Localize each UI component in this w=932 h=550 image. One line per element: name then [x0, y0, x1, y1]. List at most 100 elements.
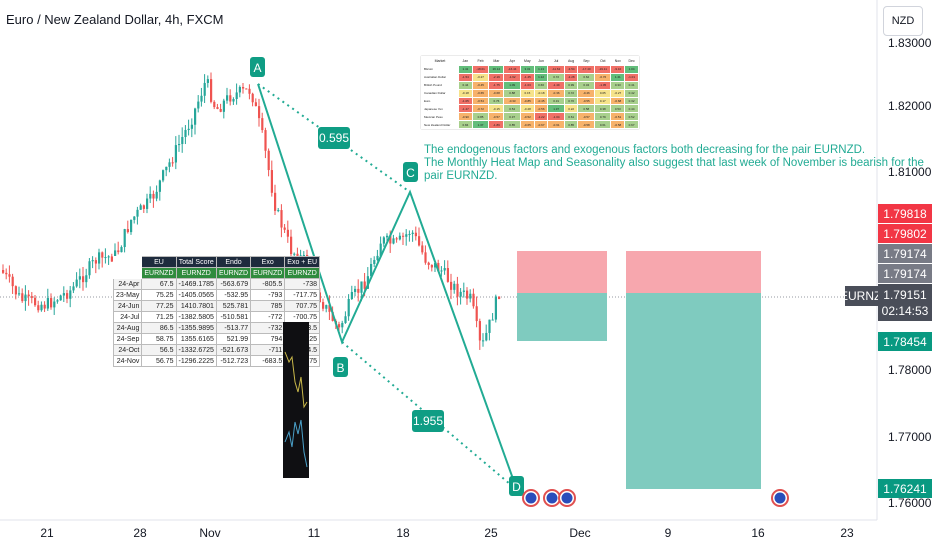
candle-body: [344, 316, 347, 323]
point-c-label[interactable]: C: [403, 162, 418, 182]
candle-body: [43, 304, 46, 309]
candle-body: [216, 107, 219, 109]
heatmap-row: Canadian Dollar -0.18 -0.65 -0.68 0.88 0.15 -0…: [421, 88, 639, 98]
candle-body: [117, 250, 120, 253]
ratio-label-bd[interactable]: 1.955: [412, 410, 444, 432]
price-tag-target-2: 1.76241: [878, 479, 932, 498]
svg-text:1.79818: 1.79818: [883, 207, 927, 221]
candles: [2, 72, 501, 350]
candle-body: [136, 209, 139, 217]
table-subheader: EURNZD: [215, 267, 252, 279]
candle-body: [443, 268, 446, 271]
candle-body: [98, 252, 101, 264]
candle-body: [133, 216, 136, 220]
stop-zone-1[interactable]: [517, 251, 607, 293]
point-d-label[interactable]: D: [509, 476, 524, 496]
candle-body: [322, 302, 325, 309]
candle-body: [370, 264, 373, 277]
candle-body: [187, 128, 190, 131]
heatmap-cell: -0.57: [488, 112, 505, 122]
svg-text:A: A: [253, 61, 261, 75]
heatmap-cell: -0.58: [610, 120, 626, 129]
heatmap-cell: -17.40: [577, 65, 596, 74]
candle-body: [302, 254, 305, 256]
ratio-label-ac[interactable]: 0.595: [318, 127, 350, 149]
heatmap-cell: 0.34: [577, 80, 596, 90]
candle-body: [430, 264, 433, 268]
heatmap-cell: -9.10: [610, 65, 626, 74]
table-row: 24-Jul 71.25 -1382.5805 -510.581 -772 -700.75: [112, 311, 321, 323]
currency-button[interactable]: NZD: [883, 6, 923, 36]
table-row: 24-Jun 77.25 1410.7801 525.781 785 707.75: [112, 300, 321, 312]
economic-events[interactable]: [522, 489, 789, 507]
table-cell: -717.75: [284, 289, 321, 301]
point-a-label[interactable]: A: [250, 57, 265, 77]
table-header: EU: [141, 256, 177, 268]
candle-body: [354, 288, 357, 292]
time-axis[interactable]: 21 28 Nov 11 18 25 Dec 9 16 23: [40, 526, 854, 540]
heatmap-row: Bitcoin 1.41 -18.01 26.12 -16.44 3.31 1.13 -11.…: [421, 65, 639, 74]
table-cell: 67.5: [141, 278, 177, 290]
heatmap-cell: -0.57: [577, 112, 596, 122]
candle-body: [341, 322, 344, 328]
price-tick: 1.81000: [888, 165, 932, 179]
candle-body: [203, 82, 206, 96]
price-tags: 1.79818 1.79802 1.79174 1.79174 EURNZD 1…: [840, 204, 932, 498]
heatmap-cell: 0.85: [563, 120, 579, 129]
time-tick: 9: [665, 526, 672, 540]
table-cell: -711: [250, 344, 286, 356]
candle-body: [104, 257, 107, 259]
candle-body: [94, 260, 97, 264]
candle-body: [338, 324, 341, 328]
table-cell: -1469.1785: [175, 278, 217, 290]
stop-zone-2[interactable]: [626, 251, 761, 293]
candle-body: [78, 276, 81, 280]
heatmap-cell: 0.99: [563, 80, 579, 90]
time-tick: 21: [40, 526, 54, 540]
table-subheader: EURNZD: [284, 267, 321, 279]
heatmap-column-header: Apr: [503, 56, 521, 66]
table-header: Exo + EU: [284, 256, 321, 268]
heatmap-cell: 0.33: [610, 80, 626, 90]
heatmap-cell: -0.54: [471, 96, 490, 106]
candle-body: [459, 291, 462, 297]
price-tick: 1.83000: [888, 36, 932, 50]
candle-body: [232, 99, 235, 102]
candle-body: [75, 279, 78, 287]
candle-body: [485, 332, 488, 341]
price-tag-target-1: 1.78454: [878, 332, 932, 351]
table-subheader: EURNZD: [250, 267, 286, 279]
table-cell: -563.679: [215, 278, 252, 290]
price-tick: 1.78000: [888, 363, 932, 377]
candle-body: [5, 272, 8, 275]
heatmap-cell: 0.32: [624, 96, 639, 106]
candle-body: [14, 286, 17, 295]
heatmap-cell: -0.46: [577, 88, 596, 98]
candle-body: [290, 236, 293, 255]
candle-body: [389, 235, 392, 244]
table-cell: 1355.6165: [175, 333, 217, 345]
heatmap-cell: -0.27: [471, 72, 490, 82]
table-row: 24-Apr 67.5 -1469.1785 -563.679 -805.5 -738: [112, 278, 321, 290]
candle-body: [168, 162, 171, 167]
candle-body: [126, 229, 129, 233]
target-zone-2[interactable]: [626, 293, 761, 489]
time-tick: 16: [751, 526, 765, 540]
point-b-label[interactable]: B: [333, 357, 348, 377]
heatmap-cell: 0.31: [547, 96, 565, 106]
table-cell: 521.99: [215, 333, 252, 345]
svg-text:1.79174: 1.79174: [883, 267, 927, 281]
target-zone-1[interactable]: [517, 293, 607, 341]
svg-text:02:14:53: 02:14:53: [882, 304, 929, 318]
candle-body: [254, 102, 257, 107]
heatmap-cell: 1.04: [624, 65, 639, 74]
heatmap-cell: 0.44: [458, 80, 473, 90]
table-cell: 794: [250, 333, 286, 345]
price-axis[interactable]: 1.83000 1.82000 1.81000 1.78000 1.77000 …: [888, 36, 932, 510]
heatmap-cell: 0.05: [594, 88, 612, 98]
heatmap-cell: -0.56: [533, 104, 549, 114]
candle-body: [190, 124, 193, 129]
heatmap-cell: 1.13: [533, 65, 549, 74]
time-tick: 23: [840, 526, 854, 540]
